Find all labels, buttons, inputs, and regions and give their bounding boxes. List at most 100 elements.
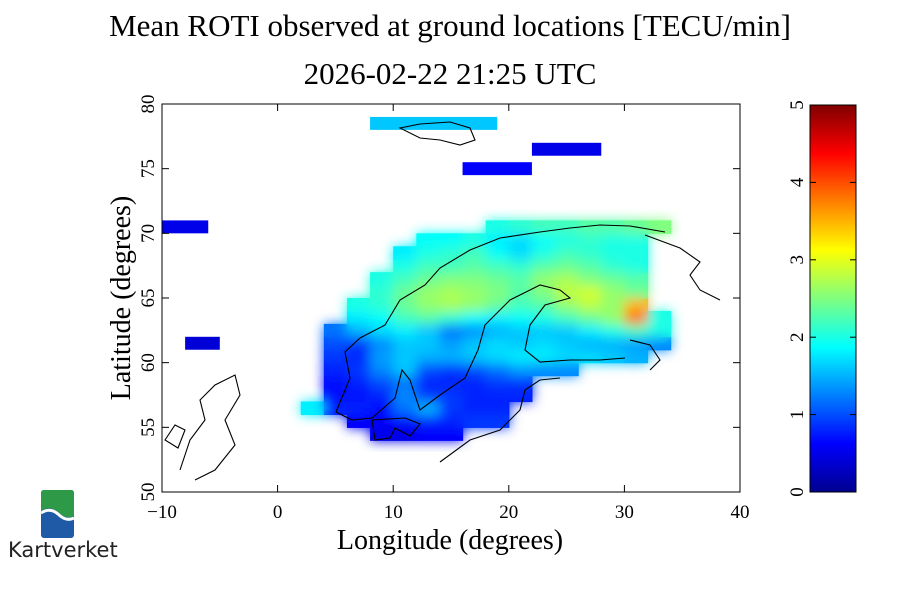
heat-cell-smooth <box>393 323 417 338</box>
heat-cell-smooth <box>601 336 625 351</box>
heat-cell-smooth <box>439 259 464 273</box>
heat-cell-smooth <box>462 401 487 415</box>
heat-cell-smooth <box>531 233 556 247</box>
coastlines <box>164 121 721 481</box>
heat-cell-smooth <box>624 349 649 364</box>
heat-cell-smooth <box>370 285 394 299</box>
heat-cell-smooth <box>462 362 487 377</box>
heat-cell-smooth <box>578 259 602 273</box>
heat-cell-smooth <box>555 272 579 286</box>
heat-cell-smooth <box>346 310 371 325</box>
x-tick-label: 10 <box>384 502 403 523</box>
heat-cell-smooth <box>393 272 417 286</box>
heat-cell-smooth <box>416 233 441 247</box>
heat-cell-smooth <box>416 349 441 364</box>
heat-cell-smooth <box>346 388 371 403</box>
heat-cell-smooth <box>416 375 441 390</box>
heat-cell-smooth <box>393 401 417 415</box>
heat-cell-smooth <box>416 310 441 325</box>
heat-cell-smooth <box>370 298 394 312</box>
heat-cell-smooth <box>439 388 464 403</box>
heat-cell-smooth <box>416 259 441 273</box>
heat-cell-smooth <box>346 401 371 415</box>
heat-cell-smooth <box>555 233 579 247</box>
y-tick-label: 60 <box>138 353 159 372</box>
heat-cell-smooth <box>578 349 602 364</box>
heat-cell-smooth <box>485 246 510 260</box>
heat-cell-smooth <box>485 259 510 273</box>
heat-cell-smooth <box>624 310 649 325</box>
y-tick-label: 75 <box>138 159 159 178</box>
heat-cell-smooth <box>578 246 602 260</box>
heat-cell-smooth <box>370 375 394 390</box>
heat-cell-smooth <box>578 298 602 312</box>
heat-cell-smooth <box>416 414 441 428</box>
heat-cell-smooth <box>416 246 441 260</box>
heat-cell-smooth <box>323 388 348 403</box>
heat-cell-smooth <box>416 298 441 312</box>
heat-cell-smooth <box>439 272 464 286</box>
heat-cell-smooth <box>485 220 510 234</box>
heat-cell-smooth <box>647 323 672 338</box>
heat-cell-smooth <box>323 401 348 415</box>
heat-cell <box>185 336 220 350</box>
heat-cell-smooth <box>346 414 371 428</box>
heat-cell-smooth <box>485 401 510 415</box>
x-tick-label: −10 <box>147 502 177 523</box>
heat-cell-smooth <box>485 298 510 312</box>
heat-cell-smooth <box>647 310 672 325</box>
heat-cell-smooth <box>462 388 487 403</box>
y-tick-label: 80 <box>138 95 159 114</box>
roti-heatmap <box>300 220 672 441</box>
heat-cell-smooth <box>485 310 510 325</box>
heat-cell-smooth <box>439 375 464 390</box>
heat-cell <box>462 162 532 176</box>
heat-cell-smooth <box>601 259 625 273</box>
heat-cell-smooth <box>370 272 394 286</box>
heat-cell-smooth <box>346 349 371 364</box>
heat-cell-smooth <box>370 362 394 377</box>
heat-cell-smooth <box>462 259 487 273</box>
heat-cell-smooth <box>300 401 325 415</box>
heat-cell-smooth <box>601 285 625 299</box>
colorbar-tick-label: 4 <box>787 177 808 187</box>
heat-cell-smooth <box>578 285 602 299</box>
heat-cell-smooth <box>416 427 441 441</box>
heat-cell-smooth <box>624 285 649 299</box>
x-axis-label: Longitude (degrees) <box>337 525 563 556</box>
heat-cell-smooth <box>346 336 371 351</box>
heat-cell-smooth <box>462 298 487 312</box>
heat-cell-smooth <box>439 310 464 325</box>
heat-cell-smooth <box>578 272 602 286</box>
heat-cell-smooth <box>346 298 371 312</box>
heat-cell-smooth <box>393 362 417 377</box>
heat-cell-smooth <box>393 336 417 351</box>
kartverket-logo-icon <box>40 490 75 538</box>
heat-cell-smooth <box>462 246 487 260</box>
heat-cell-smooth <box>601 349 625 364</box>
heat-cell-smooth <box>508 323 533 338</box>
heat-cell-smooth <box>601 233 625 247</box>
heat-cell-smooth <box>601 323 625 338</box>
heat-cell-smooth <box>555 246 579 260</box>
colorbar-tick-label: 2 <box>787 332 808 342</box>
heat-cell-smooth <box>531 259 556 273</box>
heat-cell-smooth <box>531 336 556 351</box>
heat-cell-smooth <box>555 362 579 377</box>
heat-cell-smooth <box>323 375 348 390</box>
heat-cell-smooth <box>508 349 533 364</box>
y-tick-label: 70 <box>138 224 159 243</box>
heat-cell-smooth <box>555 310 579 325</box>
chart-timestamp: 2026-02-22 21:25 UTC <box>303 56 597 91</box>
heat-cell-smooth <box>485 388 510 403</box>
heat-cell-smooth <box>624 259 649 273</box>
heat-cell-smooth <box>531 285 556 299</box>
heat-cell-smooth <box>370 427 394 441</box>
heat-cell-smooth <box>439 427 464 441</box>
heat-cell-smooth <box>578 336 602 351</box>
heat-cell-smooth <box>624 246 649 260</box>
heat-cell-smooth <box>346 362 371 377</box>
y-axis-label: Latitude (degrees) <box>106 196 137 400</box>
heat-cell-smooth <box>508 220 533 234</box>
